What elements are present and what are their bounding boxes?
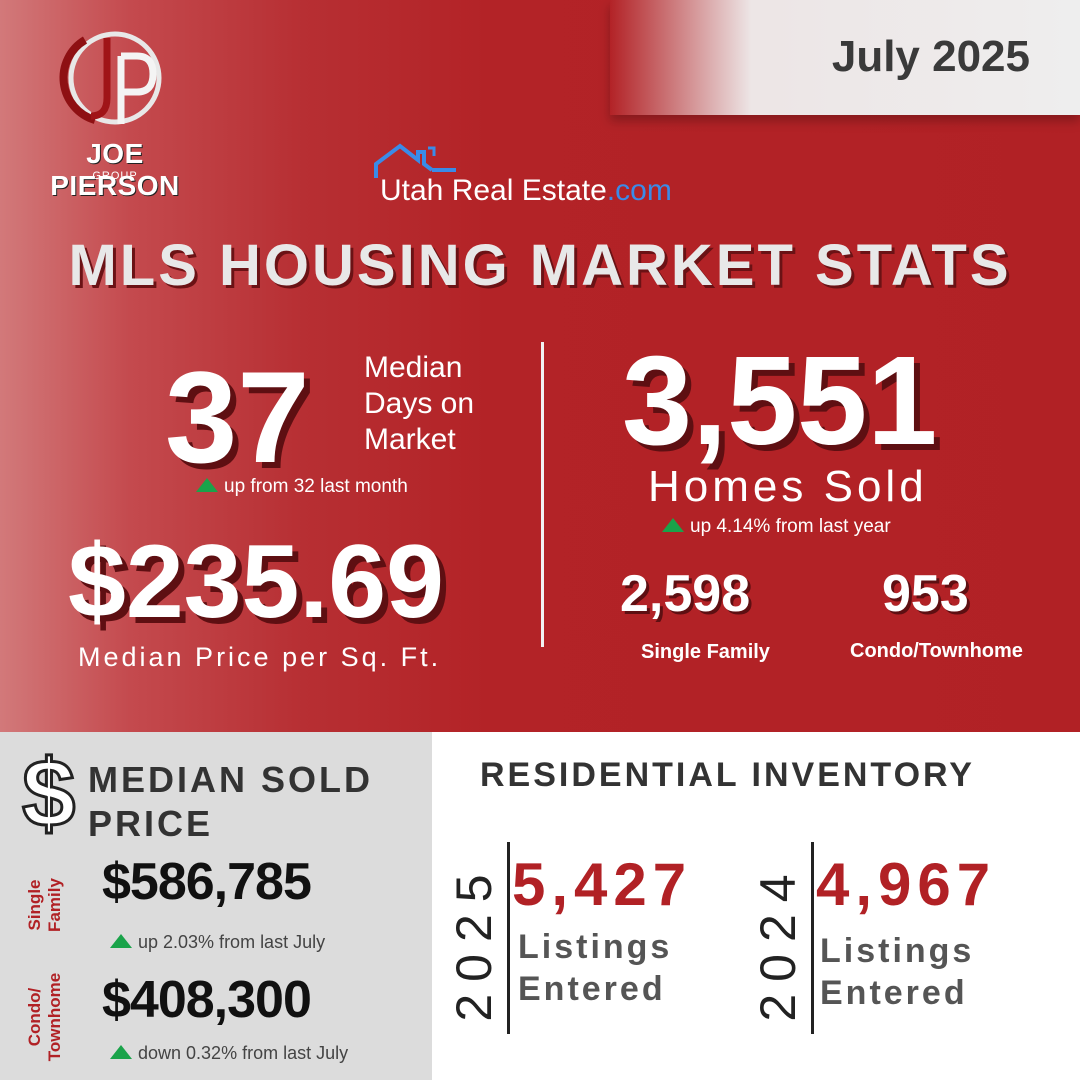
inventory-panel [432,732,1080,1080]
dom-label-line: Median [364,351,463,384]
brand-sub: GROUP [92,170,138,182]
change-text: up from 32 last month [224,476,408,497]
median-sold-price-title: MEDIAN SOLD PRICE [88,758,408,846]
single-family-side-label: Single Family [25,865,67,945]
label-line: Entered [820,974,968,1012]
condo-sold-label: Condo/Townhome [850,640,1023,662]
report-date: July 2025 [831,32,1030,81]
year-divider [811,842,814,1034]
condo-sold-value: 953 [882,565,969,623]
dollar-icon: $ [20,740,76,847]
days-on-market-change: up from 32 last month [196,476,408,498]
change-text: up 2.03% from last July [138,932,326,952]
page-title: MLS HOUSING MARKET STATS [68,233,1012,298]
price-per-sqft-value: $235.69 [68,524,444,640]
condo-price-change: down 0.32% from last July [110,1043,348,1064]
up-arrow-icon [196,477,218,492]
change-text: up 4.14% from last year [690,516,891,537]
up-arrow-icon [662,517,684,532]
brand-name: JOE PIERSON [50,138,180,201]
single-family-price-change: up 2.03% from last July [110,932,325,953]
house-outline-icon [374,143,456,178]
single-family-sold-value: 2,598 [620,565,751,623]
median-sold-price-panel [0,732,432,1080]
partner-name: Utah Real Estate.com [380,174,672,208]
year-label-2025: 2025 [446,862,502,1022]
title-line: PRICE [88,803,214,844]
single-family-median-price: $586,785 [102,853,312,911]
homes-sold-change: up 4.14% from last year [662,516,891,538]
condo-side-label: Condo/ Townhome [25,967,67,1067]
jp-monogram-icon [59,31,162,125]
listings-2025-value: 5,427 [512,851,693,918]
year-divider [507,842,510,1034]
up-arrow-icon [110,1045,132,1060]
homes-sold-value: 3,551 [622,330,938,471]
partner-logo: Utah Real Estate.com [372,142,712,212]
side-label-line: Single [25,879,44,931]
side-label-line: Family [45,878,64,932]
side-label-line: Townhome [45,972,64,1062]
condo-median-price: $408,300 [102,971,312,1029]
label-line: Entered [518,970,666,1008]
inventory-title: RESIDENTIAL INVENTORY [480,756,975,794]
partner-tld: .com [606,174,672,207]
price-per-sqft-label: Median Price per Sq. Ft. [78,642,442,672]
change-text: down 0.32% from last July [138,1043,349,1063]
vertical-divider [541,342,544,647]
days-on-market-value: 37 [165,344,310,490]
up-arrow-icon [110,934,132,949]
dom-label-line: Days on [364,387,475,420]
listings-2024-value: 4,967 [816,851,997,918]
label-line: Listings [518,928,673,966]
year-label-2024: 2024 [750,862,806,1022]
listings-2024-label: Listings Entered [820,930,1040,1014]
hero-section: July 2025 JOE PIERSON GROUP Utah Real Es… [0,0,1080,732]
listings-2025-label: Listings Entered [518,926,738,1010]
partner-main: Utah Real Estate [380,174,607,207]
homes-sold-label: Homes Sold [648,462,928,511]
brand-logo: JOE PIERSON GROUP [20,28,210,201]
dom-label-line: Market [364,423,456,456]
date-banner: July 2025 [610,0,1080,115]
side-label-line: Condo/ [25,987,44,1047]
days-on-market-label: Median Days on Market [364,350,524,458]
single-family-sold-label: Single Family [641,641,770,663]
title-line: MEDIAN SOLD [88,759,373,800]
label-line: Listings [820,932,975,970]
